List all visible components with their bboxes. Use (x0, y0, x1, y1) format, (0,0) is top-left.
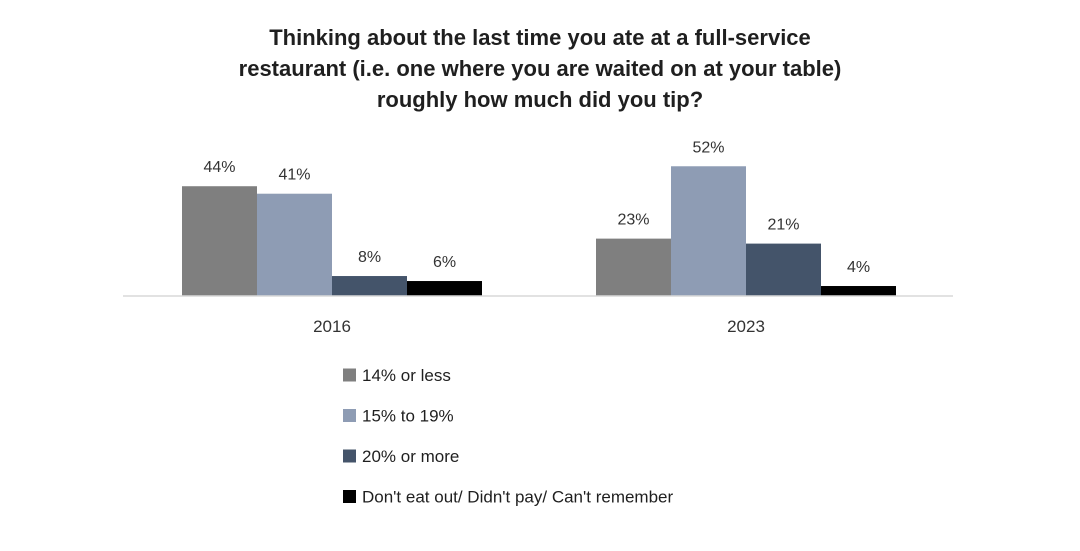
value-label-2016-series-4: 6% (433, 254, 456, 271)
bar-2016-series-2 (257, 193, 332, 296)
chart-title: Thinking about the last time you ate at … (239, 25, 842, 112)
legend-item-4: Don't eat out/ Didn't pay/ Can't remembe… (343, 488, 674, 507)
legend-label-4: Don't eat out/ Didn't pay/ Can't remembe… (362, 488, 674, 507)
chart-title-line-1: Thinking about the last time you ate at … (269, 25, 811, 50)
bar-2023-series-3 (746, 243, 821, 296)
legend-label-1: 14% or less (362, 366, 451, 385)
bar-2016-series-1 (182, 186, 257, 296)
x-tick-label-2016: 2016 (313, 317, 351, 336)
bar-2023-series-4 (821, 286, 896, 296)
chart-legend: 14% or less 15% to 19% 20% or more Don't ea… (343, 366, 674, 507)
bar-2023-series-2 (671, 166, 746, 296)
value-label-2016-series-3: 8% (358, 249, 381, 266)
legend-swatch-4 (343, 490, 356, 503)
value-label-2016-series-2: 41% (278, 167, 310, 184)
value-label-2023-series-2: 52% (692, 139, 724, 156)
value-label-2023-series-4: 4% (847, 259, 870, 276)
chart-value-labels: 44% 41% 8% 6% 23% 52% 21% 4% (203, 139, 870, 276)
legend-swatch-1 (343, 368, 356, 382)
value-label-2023-series-1: 23% (617, 212, 649, 229)
legend-swatch-2 (343, 409, 356, 422)
legend-item-1: 14% or less (343, 366, 451, 385)
bar-2016-series-4 (407, 281, 482, 296)
bar-2023-series-1 (596, 238, 671, 296)
x-axis-tick-labels: 2016 2023 (313, 317, 765, 336)
chart-bars (182, 166, 896, 296)
chart-title-line-2: restaurant (i.e. one where you are waite… (239, 56, 842, 81)
legend-item-3: 20% or more (343, 447, 459, 466)
legend-label-2: 15% to 19% (362, 407, 454, 426)
x-tick-label-2023: 2023 (727, 317, 765, 336)
legend-label-3: 20% or more (362, 447, 459, 466)
value-label-2016-series-1: 44% (203, 159, 235, 176)
bar-2016-series-3 (332, 276, 407, 296)
legend-swatch-3 (343, 449, 356, 463)
chart-title-line-3: roughly how much did you tip? (377, 87, 703, 112)
value-label-2023-series-3: 21% (767, 217, 799, 234)
legend-item-2: 15% to 19% (343, 407, 454, 426)
